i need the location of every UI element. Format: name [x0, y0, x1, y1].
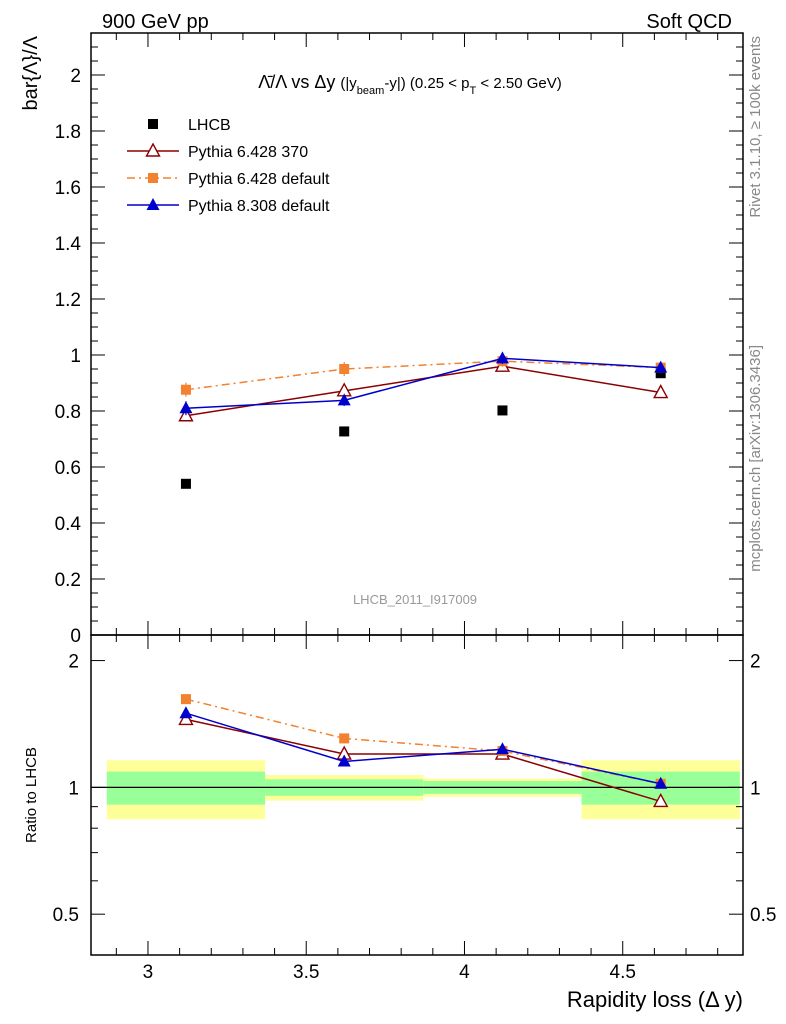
ratio-plot-frame [90, 634, 744, 956]
chart-title: Λ̄/Λ vs Δy (|ybeam-y|) (0.25 < pT < 2.50… [258, 72, 561, 97]
lhcb-main-point [339, 426, 350, 437]
pythia-6-428-370-ratio-point [178, 710, 194, 726]
header-left: 900 GeV pp [102, 11, 209, 33]
pythia-6-428-default-main-point [339, 364, 350, 374]
x-tick-label: 4.5 [610, 962, 636, 983]
legend: LHCB Pythia 6.428 370 Pythia 6.428 default… [127, 117, 330, 215]
pythia-8-308-default-main-point [179, 401, 193, 414]
x-tick-label: 3.5 [293, 962, 319, 983]
y-tick-label: 1.4 [55, 234, 82, 255]
watermark: LHCB_2011_I917009 [353, 592, 477, 607]
lhcb-main-point [180, 478, 191, 489]
ratio-tick-label-right: 2 [750, 652, 761, 673]
pythia-6-428-default-ratio-line [185, 698, 661, 785]
pythia-6-428-default-ratio-point [339, 733, 350, 744]
y-tick-label: 0.2 [55, 570, 81, 591]
mcplots-label: mcplots.cern.ch [arXiv:1306.3436] [747, 345, 764, 572]
ratio-tick-label-right: 0.5 [750, 905, 776, 926]
pythia-8-308-default-ratio-line [185, 712, 661, 785]
ratio-tick-label-left: 1 [68, 778, 79, 799]
pythia-6-428-default-main-line [185, 360, 661, 391]
y-tick-label: 1.6 [55, 178, 81, 199]
y-tick-label: 0.6 [55, 458, 81, 479]
legend-label-pythia-6-428-370: Pythia 6.428 370 [188, 144, 308, 161]
ratio-tick-label-left: 2 [68, 652, 79, 673]
legend-marker-lhcb [148, 119, 158, 129]
ratio-band-inner [106, 771, 266, 805]
legend-marker-pythia-8-308-default [146, 198, 160, 210]
pythia-6-428-default-main-point [180, 384, 191, 395]
header-right: Soft QCD [646, 11, 732, 33]
rivet-label: Rivet 3.1.10, ≥ 100k events [747, 36, 764, 218]
pythia-6-428-370-main-point [653, 384, 669, 399]
title-sub-t: T [470, 85, 477, 97]
pythia-8-308-default-main-point [654, 360, 668, 373]
y-tick-label: 1.8 [55, 122, 81, 143]
pythia-8-308-default-ratio-point [179, 706, 193, 719]
legend-marker-pythia-6-428-370 [145, 142, 161, 157]
legend-label-pythia-6-428-default: Pythia 6.428 default [188, 171, 330, 188]
lhcb-main-point [497, 405, 508, 416]
pythia-8-308-default-main-line [185, 357, 661, 409]
legend-label-lhcb: LHCB [188, 117, 231, 134]
pythia-8-308-default-main-point [337, 393, 351, 406]
legend-label-pythia-8-308-default: Pythia 8.308 default [188, 198, 330, 215]
ratio-tick-label-left: 0.5 [53, 905, 79, 926]
y-axis-label: bar{Λ}/Λ [20, 35, 42, 110]
legend-marker-pythia-6-428-default [148, 173, 158, 183]
title-main: Λ̄/Λ vs Δy [258, 72, 335, 92]
y-tick-label: 0 [70, 626, 81, 647]
y-tick-label: 1 [70, 346, 81, 367]
y-tick-label: 2 [70, 66, 81, 87]
ratio-tick-label-right: 1 [750, 778, 761, 799]
pythia-6-428-default-ratio-point [180, 694, 191, 705]
title-detail-suffix: < 2.50 GeV) [476, 75, 561, 92]
pythia-6-428-370-ratio-point [653, 792, 669, 808]
pythia-8-308-default-main-point [495, 351, 509, 364]
title-detail: (|y [340, 75, 357, 92]
pythia-8-308-default-ratio-point [337, 754, 351, 767]
x-axis-label: Rapidity loss (Δ y) [567, 987, 743, 1012]
title-detail-mid: -y|) (0.25 < p [384, 75, 469, 92]
y-tick-label: 1.2 [55, 290, 81, 311]
ratio-y-axis-label: Ratio to LHCB [23, 747, 40, 843]
y-tick-label: 0.8 [55, 402, 81, 423]
pythia-8-308-default-ratio-point [654, 776, 668, 789]
title-sub-beam: beam [357, 85, 385, 97]
pythia-8-308-default-ratio-point [495, 742, 509, 755]
y-tick-label: 0.4 [55, 514, 82, 535]
pythia-6-428-370-main-line [185, 365, 661, 417]
x-tick-label: 3 [143, 962, 154, 983]
x-tick-label: 4 [459, 962, 470, 983]
